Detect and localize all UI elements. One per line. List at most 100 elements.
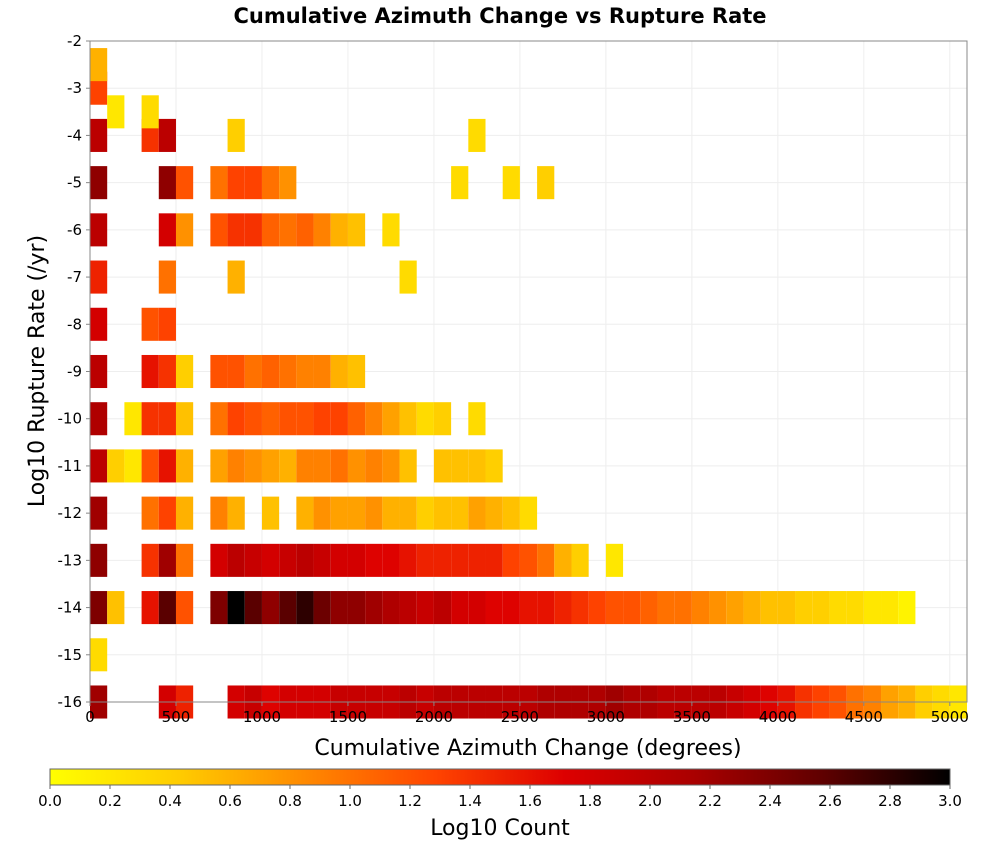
heatmap-cell xyxy=(313,354,331,389)
heatmap-cell xyxy=(175,402,194,436)
heatmap-cell xyxy=(347,543,366,577)
heatmap-cell xyxy=(175,543,194,577)
heatmap-cell xyxy=(313,402,331,436)
heatmap-cell xyxy=(347,496,366,530)
heatmap-cell xyxy=(365,591,383,625)
y-tick-label: -10 xyxy=(58,410,83,428)
x-tick-label: 0 xyxy=(85,708,95,726)
chart-title: Cumulative Azimuth Change vs Rupture Rat… xyxy=(233,4,766,28)
y-tick-label: -15 xyxy=(58,646,83,664)
heatmap-cell xyxy=(141,402,159,436)
heatmap-cell xyxy=(365,449,383,483)
heatmap-cell xyxy=(90,260,108,294)
heatmap-cell xyxy=(313,213,331,247)
heatmap-cell xyxy=(90,166,108,200)
heatmap-cell xyxy=(210,354,228,389)
y-tick-label: -8 xyxy=(67,315,82,333)
heatmap-cell xyxy=(347,591,366,625)
y-tick-label: -6 xyxy=(67,221,82,239)
heatmap-cell xyxy=(399,591,417,625)
heatmap-cell xyxy=(90,307,108,341)
heatmap-cell xyxy=(227,260,245,294)
heatmap-cell xyxy=(330,402,348,436)
colorbar-tick-label: 2.6 xyxy=(818,792,842,810)
heatmap-cell xyxy=(210,543,228,577)
heatmap-cell xyxy=(158,260,176,294)
heatmap-cell xyxy=(502,496,520,530)
heatmap-cell xyxy=(158,354,176,389)
colorbar xyxy=(49,768,951,786)
heatmap-cell xyxy=(90,354,108,389)
heatmap-cell xyxy=(158,591,176,625)
heatmap-cell xyxy=(468,449,486,483)
heatmap-cell xyxy=(279,354,297,389)
heatmap-cell xyxy=(90,118,108,152)
heatmap-cell xyxy=(244,166,262,200)
x-tick-label: 3500 xyxy=(673,708,711,726)
heatmap-cell xyxy=(141,591,159,625)
heatmap-cell xyxy=(261,402,280,436)
heatmap-cell xyxy=(296,543,314,577)
heatmap-cell xyxy=(90,213,108,247)
heatmap-cell xyxy=(433,543,452,577)
heatmap-cell xyxy=(227,118,245,152)
heatmap-cell xyxy=(124,449,142,483)
heatmap-cell xyxy=(227,496,245,530)
heatmap-cell xyxy=(537,543,555,577)
heatmap-cell xyxy=(227,402,245,436)
y-tick-label: -4 xyxy=(67,126,82,144)
heatmap-cell xyxy=(571,591,589,625)
heatmap-cell xyxy=(382,591,400,625)
heatmap-cell xyxy=(571,543,589,577)
colorbar-tick-label: 3.0 xyxy=(938,792,962,810)
heatmap-cell xyxy=(141,543,159,577)
x-tick-label: 4500 xyxy=(845,708,883,726)
heatmap-cell xyxy=(330,591,348,625)
x-axis-ticks: 0 500 1000 1500 2000 2500 3000 3500 4000 4500 5000 xyxy=(85,702,969,726)
heatmap-cell xyxy=(175,166,194,200)
heatmap-cell xyxy=(279,213,297,247)
heatmap-cell xyxy=(175,354,194,389)
heatmap-cell xyxy=(795,591,813,625)
heatmap-cell xyxy=(451,166,469,200)
heatmap-cell xyxy=(674,591,692,625)
heatmap-cell xyxy=(296,213,314,247)
heatmap-cell xyxy=(244,449,262,483)
x-tick-label: 3000 xyxy=(587,708,625,726)
colorbar-tick-label: 0.6 xyxy=(218,792,242,810)
heatmap-cell xyxy=(141,449,159,483)
heatmap-cell xyxy=(244,213,262,247)
heatmap-cell xyxy=(537,591,555,625)
heatmap-cell xyxy=(485,591,503,625)
heatmap-cell xyxy=(399,449,417,483)
colorbar-label: Log10 Count xyxy=(430,816,570,841)
heatmap-cell xyxy=(90,449,108,483)
heatmap-cell xyxy=(210,213,228,247)
heatmap-cell xyxy=(227,213,245,247)
heatmap-cell xyxy=(313,591,331,625)
heatmap-cell xyxy=(554,543,572,577)
heatmap-cell xyxy=(107,449,125,483)
colorbar-tick-label: 0.4 xyxy=(158,792,182,810)
heatmap-cell xyxy=(330,543,348,577)
heatmap-cell xyxy=(829,591,847,625)
heatmap-cell xyxy=(502,166,520,200)
x-tick-label: 1000 xyxy=(243,708,281,726)
heatmap-cell xyxy=(175,591,194,625)
heatmap-cell xyxy=(210,591,228,625)
heatmap-cell xyxy=(777,591,796,625)
heatmap-cell xyxy=(244,354,262,389)
heatmap-cell xyxy=(279,449,297,483)
heatmap-cell xyxy=(760,591,778,625)
heatmap-cell xyxy=(485,496,503,530)
heatmap-cell xyxy=(261,449,280,483)
heatmap-cell xyxy=(382,496,400,530)
heatmap-cell xyxy=(502,543,520,577)
heatmap-cell xyxy=(382,449,400,483)
heatmap-cell xyxy=(399,496,417,530)
heatmap-cell xyxy=(158,543,176,577)
heatmap-cell xyxy=(451,591,469,625)
heatmap-cell xyxy=(726,591,744,625)
heatmap-cell xyxy=(399,543,417,577)
y-tick-label: -13 xyxy=(58,551,83,569)
